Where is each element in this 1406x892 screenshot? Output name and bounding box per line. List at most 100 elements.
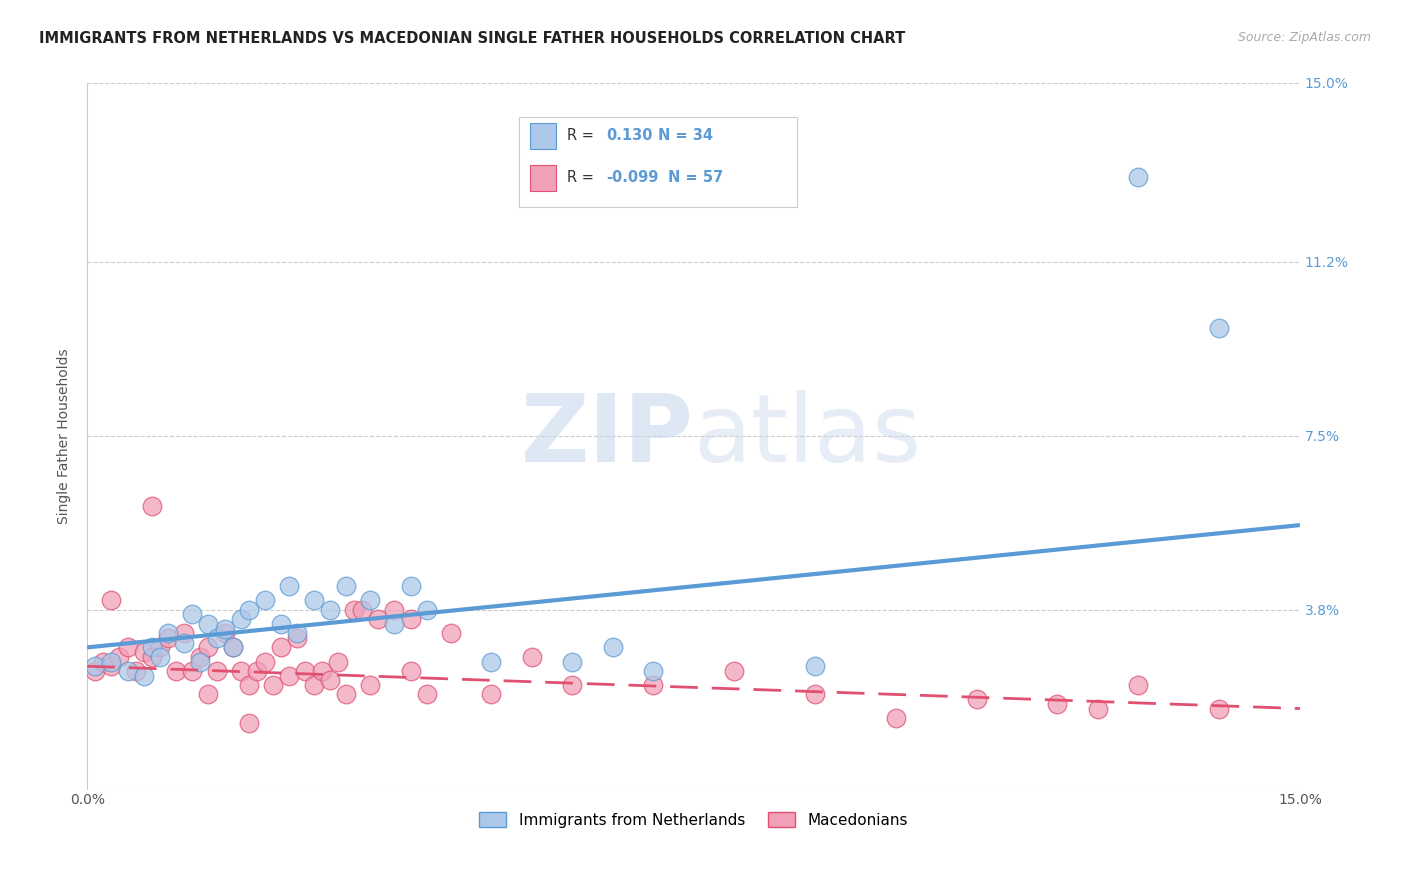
Point	[1208, 320, 1230, 334]
Point	[221, 640, 243, 655]
Point	[229, 612, 252, 626]
Point	[416, 688, 439, 702]
Text: Source: ZipAtlas.com: Source: ZipAtlas.com	[1237, 31, 1371, 45]
Point	[326, 655, 349, 669]
Text: ZIP: ZIP	[520, 390, 693, 482]
Point	[804, 659, 827, 673]
Point	[1087, 701, 1109, 715]
Point	[141, 640, 163, 655]
Y-axis label: Single Father Households: Single Father Households	[58, 348, 72, 524]
Point	[287, 631, 309, 645]
Point	[124, 664, 146, 678]
Point	[804, 688, 827, 702]
Point	[253, 593, 276, 607]
Point	[723, 664, 745, 678]
Point	[520, 649, 543, 664]
Point	[319, 673, 342, 688]
Point	[100, 659, 122, 673]
Point	[91, 655, 114, 669]
Point	[149, 640, 172, 655]
Point	[311, 664, 333, 678]
Point	[181, 664, 204, 678]
Point	[205, 631, 228, 645]
Point	[238, 715, 260, 730]
Point	[399, 612, 422, 626]
Point	[1128, 678, 1150, 692]
Point	[156, 626, 179, 640]
Point	[197, 616, 219, 631]
Point	[561, 655, 583, 669]
Point	[141, 649, 163, 664]
Point	[278, 579, 301, 593]
Point	[643, 678, 665, 692]
Point	[440, 626, 463, 640]
Point	[100, 655, 122, 669]
Point	[262, 678, 284, 692]
Point	[359, 678, 381, 692]
Point	[84, 659, 107, 673]
Text: 0.130: 0.130	[606, 128, 652, 144]
Point	[287, 626, 309, 640]
Point	[253, 655, 276, 669]
Point	[181, 607, 204, 622]
Point	[173, 636, 195, 650]
Point	[602, 640, 624, 655]
Point	[335, 579, 357, 593]
Point	[294, 664, 316, 678]
Point	[1208, 701, 1230, 715]
Point	[966, 692, 988, 706]
Point	[416, 603, 439, 617]
Point	[1046, 697, 1069, 711]
Point	[643, 664, 665, 678]
Point	[214, 626, 236, 640]
Point	[343, 603, 366, 617]
Point	[100, 593, 122, 607]
Point	[399, 664, 422, 678]
Point	[132, 645, 155, 659]
Text: N = 57: N = 57	[668, 170, 723, 186]
Point	[238, 603, 260, 617]
Point	[108, 649, 131, 664]
Point	[302, 678, 325, 692]
Point	[149, 649, 172, 664]
Point	[221, 640, 243, 655]
Point	[384, 603, 406, 617]
Point	[205, 664, 228, 678]
Point	[173, 626, 195, 640]
Point	[214, 622, 236, 636]
Point	[84, 664, 107, 678]
Point	[246, 664, 269, 678]
Text: atlas: atlas	[693, 390, 922, 482]
Point	[229, 664, 252, 678]
Point	[117, 640, 139, 655]
Point	[1128, 169, 1150, 184]
Text: IMMIGRANTS FROM NETHERLANDS VS MACEDONIAN SINGLE FATHER HOUSEHOLDS CORRELATION C: IMMIGRANTS FROM NETHERLANDS VS MACEDONIA…	[39, 31, 905, 46]
Point	[884, 711, 907, 725]
Point	[481, 688, 503, 702]
Point	[197, 688, 219, 702]
Point	[238, 678, 260, 692]
Point	[399, 579, 422, 593]
Point	[270, 616, 292, 631]
Text: R =: R =	[567, 170, 599, 186]
Point	[197, 640, 219, 655]
Point	[302, 593, 325, 607]
Point	[188, 655, 211, 669]
Point	[352, 603, 374, 617]
Text: -0.099: -0.099	[606, 170, 658, 186]
Text: R =: R =	[567, 128, 599, 144]
Point	[319, 603, 342, 617]
Legend: Immigrants from Netherlands, Macedonians: Immigrants from Netherlands, Macedonians	[472, 806, 914, 834]
Point	[384, 616, 406, 631]
Text: N = 34: N = 34	[658, 128, 713, 144]
Point	[481, 655, 503, 669]
Point	[367, 612, 389, 626]
Point	[156, 631, 179, 645]
Point	[141, 500, 163, 514]
Point	[188, 649, 211, 664]
Point	[335, 688, 357, 702]
Point	[165, 664, 187, 678]
Point	[278, 668, 301, 682]
Point	[132, 668, 155, 682]
Point	[359, 593, 381, 607]
